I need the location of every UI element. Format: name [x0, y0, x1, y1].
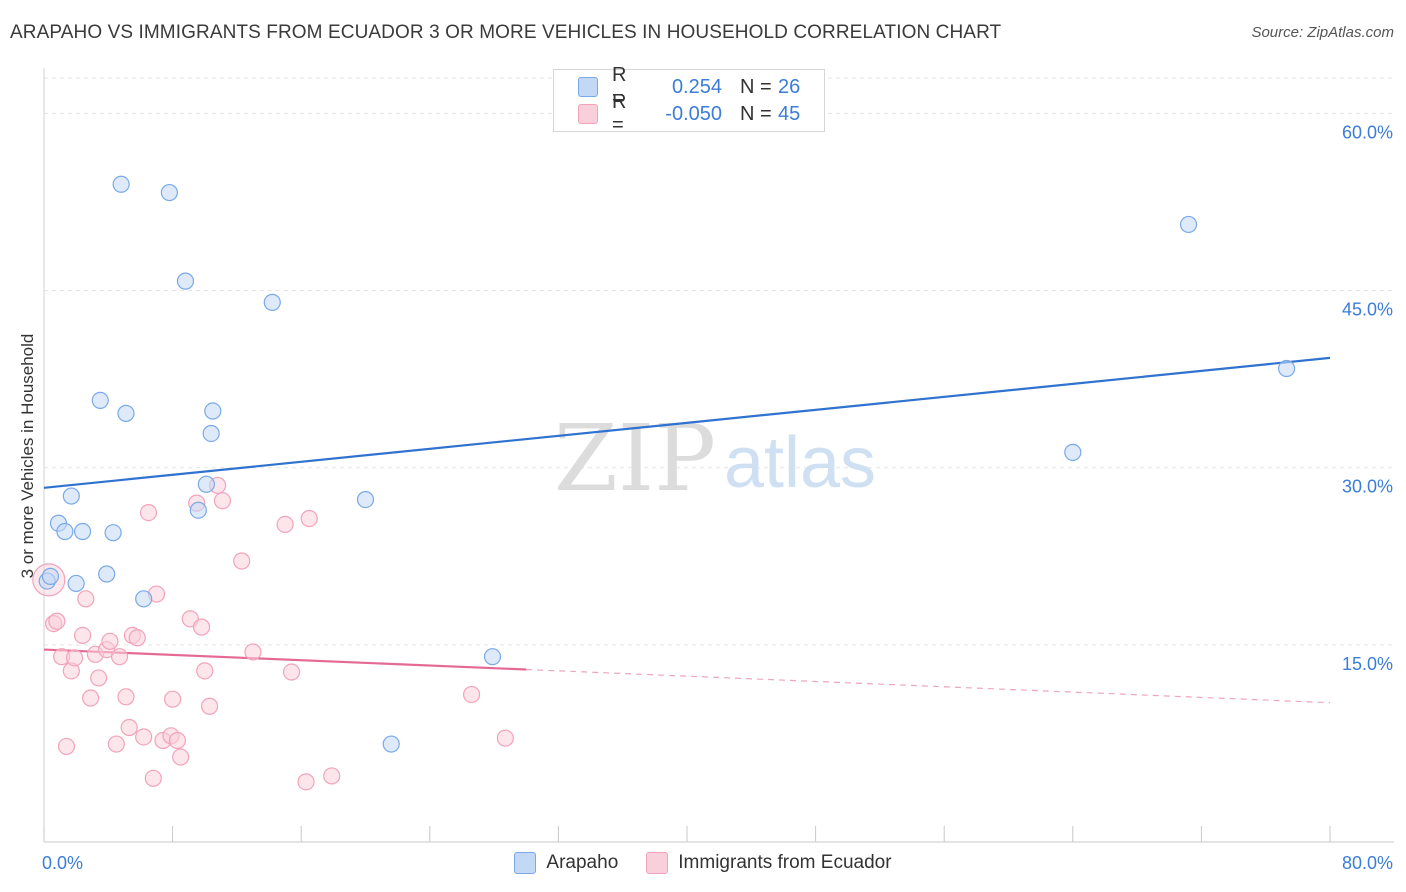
ecuador-swatch: [578, 104, 598, 124]
arapaho-point: [197, 475, 215, 493]
arapaho-point: [189, 501, 207, 519]
arapaho-point: [98, 565, 116, 583]
arapaho-point: [356, 491, 375, 509]
arapaho-point: [67, 574, 85, 593]
ecuador-point: [233, 552, 251, 570]
ecuador-point: [128, 629, 146, 647]
ecuador-point: [144, 769, 162, 787]
arapaho-point: [62, 487, 80, 505]
arapaho-point: [73, 522, 92, 541]
x-tick-label: 0.0%: [42, 853, 83, 873]
arapaho-point: [160, 183, 178, 202]
y-tick-label: 30.0%: [1342, 477, 1393, 497]
trend-line-arapaho: [43, 356, 1331, 489]
arapaho-point: [263, 293, 281, 311]
arapaho-point: [104, 524, 122, 542]
ecuador-point: [297, 773, 315, 791]
r-label: R =: [612, 91, 627, 136]
ecuador-point: [244, 643, 262, 661]
ecuador-point: [276, 515, 294, 534]
ecuador-point: [117, 688, 135, 706]
arapaho-point: [204, 402, 222, 420]
n-value: 26: [778, 75, 801, 98]
r-value: 0.254: [671, 75, 722, 98]
ecuador-legend-swatch: [646, 852, 669, 874]
source-label: Source: ZipAtlas.com: [1251, 24, 1394, 41]
arapaho-point: [91, 391, 109, 409]
arapaho-point: [135, 590, 153, 608]
ecuador-point: [200, 697, 219, 715]
y-tick-label: 60.0%: [1342, 122, 1393, 142]
ecuador-point: [196, 662, 214, 680]
tick-labels: 15.0% 30.0% 45.0% 60.0% 0.0% 80.0%: [42, 122, 1393, 873]
n-value: 45: [778, 102, 801, 125]
ecuador-point: [462, 685, 481, 704]
ecuador-point: [164, 690, 182, 708]
ecuador-point: [107, 735, 125, 753]
ecuador-point: [282, 663, 301, 681]
arapaho-legend-label: Arapaho: [546, 852, 619, 873]
n-label: N =: [740, 102, 772, 125]
ecuador-point: [65, 649, 84, 667]
ecuador-point: [77, 590, 95, 608]
trend-line-dashed: [526, 668, 1331, 704]
ecuador-point: [168, 731, 187, 750]
n-label: N =: [740, 75, 772, 98]
ecuador-point: [213, 492, 232, 510]
ecuador-point: [323, 767, 341, 785]
ecuador-point: [172, 748, 190, 766]
ecuador-legend-label: Immigrants from Ecuador: [678, 852, 892, 873]
arapaho-point: [41, 567, 60, 585]
watermark-atlas: atlas: [724, 423, 876, 503]
ecuador-point: [139, 503, 158, 522]
stats-legend: R = 0.254 N = 26 R = -0.050 N = 45: [553, 64, 825, 136]
arapaho-point: [56, 522, 74, 541]
chart-title: ARAPAHO VS IMMIGRANTS FROM ECUADOR 3 OR …: [10, 22, 1002, 43]
arapaho-point: [117, 404, 135, 422]
ecuador-point: [300, 509, 318, 528]
ecuador-point: [90, 669, 108, 687]
arapaho-point: [483, 648, 502, 666]
r-label: R =: [612, 64, 627, 109]
y-tick-label: 15.0%: [1342, 654, 1393, 674]
ecuador-point: [82, 689, 100, 707]
ecuador-point: [120, 718, 138, 737]
ecuador-point: [73, 626, 92, 645]
ecuador-point: [101, 632, 119, 650]
x-tick-label: 80.0%: [1342, 853, 1393, 873]
legend-row-ecuador: R = -0.050 N = 45: [578, 91, 801, 136]
legend-item-ecuador[interactable]: Immigrants from Ecuador: [646, 852, 892, 874]
ecuador-point: [496, 729, 514, 747]
arapaho-point: [382, 735, 400, 753]
legend-item-arapaho[interactable]: Arapaho: [514, 852, 618, 874]
data-points: [32, 175, 1296, 791]
arapaho-point: [1064, 443, 1082, 461]
watermark-zip: ZIP: [554, 405, 716, 512]
ecuador-point: [48, 612, 66, 630]
arapaho-swatch: [578, 77, 598, 97]
y-tick-label: 45.0%: [1342, 300, 1393, 320]
arapaho-point: [1179, 215, 1198, 234]
legend-row-arapaho: R = 0.254 N = 26: [578, 64, 801, 109]
ecuador-point: [135, 728, 153, 746]
r-value: -0.050: [665, 102, 722, 125]
ecuador-point: [192, 618, 211, 636]
ecuador-point: [57, 737, 76, 756]
arapaho-point: [1277, 359, 1296, 378]
arapaho-point: [176, 272, 195, 290]
ecuador-point: [110, 648, 129, 666]
arapaho-point: [112, 175, 130, 193]
arapaho-legend-swatch: [514, 852, 537, 874]
series-legend: Arapaho Immigrants from Ecuador: [0, 852, 1406, 874]
axes: [43, 68, 1394, 843]
arapaho-point: [202, 424, 220, 443]
